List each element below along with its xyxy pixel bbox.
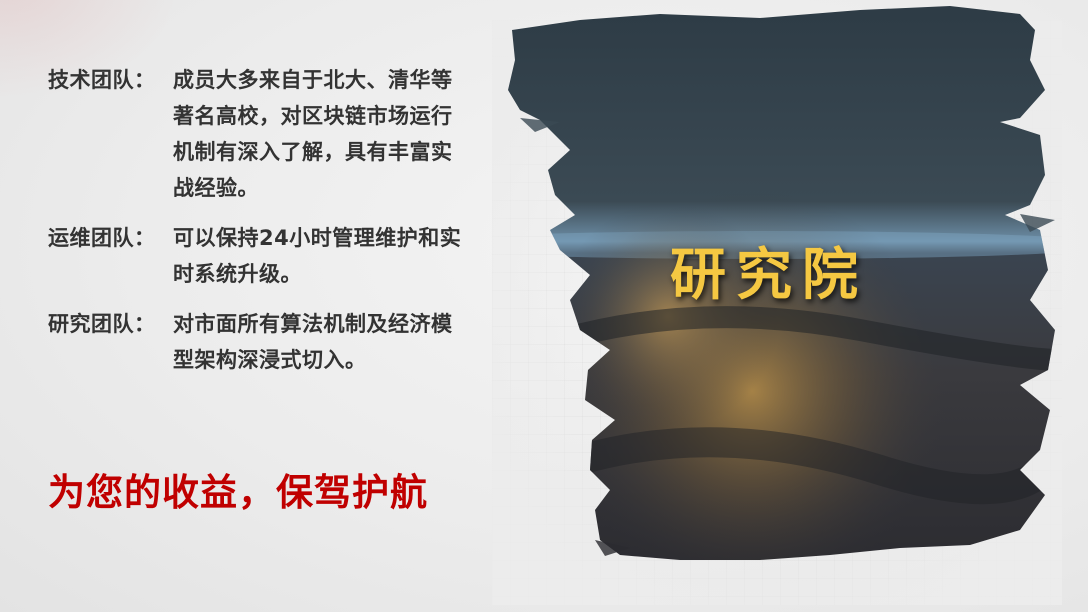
team-description: 可以保持24小时管理维护和实时系统升级。 [173,226,462,286]
team-research: 研究团队： 对市面所有算法机制及经济模型架构深浸式切入。 [48,306,488,378]
team-technical: 技术团队： 成员大多来自于北大、清华等著名高校，对区块链市场运行机制有深入了解，… [48,62,488,206]
team-description: 成员大多来自于北大、清华等著名高校，对区块链市场运行机制有深入了解，具有丰富实战… [173,68,453,200]
team-list: 技术团队： 成员大多来自于北大、清华等著名高校，对区块链市场运行机制有深入了解，… [48,62,488,392]
team-label: 技术团队： [48,68,156,92]
brush-stroke-image [500,0,1060,575]
image-title: 研究院 [670,243,868,308]
team-label: 研究团队： [48,312,156,336]
team-operations: 运维团队： 可以保持24小时管理维护和实时系统升级。 [48,220,488,292]
team-label: 运维团队： [48,226,156,250]
team-description: 对市面所有算法机制及经济模型架构深浸式切入。 [173,312,453,372]
corner-decoration [0,0,180,100]
earth-night-image [508,6,1055,560]
slogan: 为您的收益，保驾护航 [48,471,428,514]
